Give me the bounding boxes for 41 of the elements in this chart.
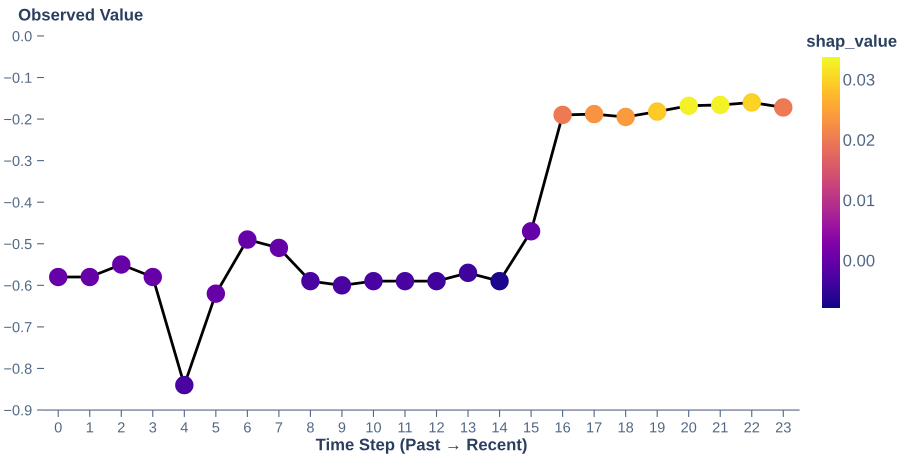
- color-bar-label: 0.01: [843, 194, 874, 206]
- x-tick-label: 10: [366, 422, 382, 433]
- color-bar-label: 0.00: [843, 254, 874, 267]
- y-tick-label: −0.1: [4, 72, 32, 83]
- y-tick-label: −0.8: [4, 364, 32, 374]
- x-tick-label: 9: [338, 422, 346, 433]
- x-tick-label: 3: [149, 422, 156, 433]
- y-axis-title: Observed Value: [18, 8, 143, 21]
- x-tick-label: 5: [212, 422, 220, 433]
- x-tick-label: 0: [54, 422, 62, 433]
- x-tick-label: 1: [86, 422, 94, 432]
- x-tick-label: 19: [650, 422, 665, 433]
- color-bar-label: 0.03: [843, 74, 874, 86]
- x-tick-label: 11: [398, 422, 412, 432]
- x-tick-label: 7: [276, 422, 282, 432]
- y-tick-label: −0.2: [4, 114, 32, 125]
- x-tick-label: 21: [712, 422, 728, 432]
- x-tick-label: 22: [744, 422, 760, 432]
- x-tick-label: 20: [681, 422, 696, 433]
- y-tick-label: −0.6: [4, 280, 32, 291]
- y-tick-label: 0.0: [12, 31, 32, 42]
- color-bar-label: 0.02: [843, 134, 874, 146]
- x-tick-label: 6: [244, 422, 251, 433]
- x-tick-label: 15: [524, 422, 539, 433]
- x-axis-title: Time Step (Past → Recent): [316, 438, 527, 454]
- x-tick-label: 8: [306, 422, 314, 433]
- x-tick-label: 14: [492, 422, 508, 432]
- y-tick-label: −0.9: [4, 405, 32, 416]
- y-tick-label: −0.3: [4, 156, 32, 166]
- x-tick-label: 16: [556, 422, 570, 433]
- x-tick-label: 12: [430, 422, 444, 432]
- x-tick-label: 2: [118, 422, 125, 432]
- x-tick-label: 4: [180, 422, 188, 432]
- y-tick-label: −0.4: [4, 197, 32, 208]
- y-tick-label: −0.7: [4, 322, 32, 332]
- y-tick-label: −0.5: [4, 238, 32, 250]
- color-bar-title: shap_value: [806, 34, 897, 50]
- x-tick-label: 17: [587, 422, 602, 432]
- x-tick-label: 18: [618, 422, 634, 433]
- x-tick-label: 23: [776, 422, 791, 433]
- x-tick-label: 13: [461, 422, 476, 433]
